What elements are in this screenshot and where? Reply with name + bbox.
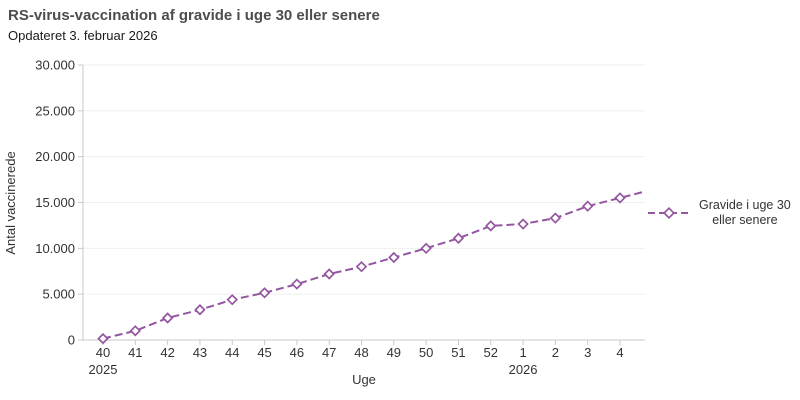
x-tick-label: 47: [322, 345, 336, 360]
data-point-marker[interactable]: [452, 232, 465, 244]
data-point-marker[interactable]: [549, 212, 562, 224]
data-point-marker[interactable]: [161, 312, 174, 324]
data-point-marker[interactable]: [291, 278, 303, 290]
x-tick-label: 43: [193, 345, 207, 360]
y-tick-label: 15.000: [35, 195, 75, 210]
chart-title: RS-virus-vaccination af gravide i uge 30…: [8, 7, 380, 24]
data-point-marker[interactable]: [129, 325, 142, 337]
data-point-marker[interactable]: [258, 287, 271, 299]
y-tick-label: 30.000: [35, 58, 75, 73]
x-tick-label: 4: [616, 345, 623, 360]
legend-label-line2: eller senere: [712, 213, 778, 227]
x-tick-label: 46: [290, 345, 304, 360]
x-tick-label: 41: [128, 345, 142, 360]
y-tick-label: 5.000: [42, 287, 75, 302]
data-point-marker[interactable]: [97, 332, 109, 345]
x-tick-label: 40: [96, 345, 110, 360]
x-tick-label: 51: [451, 345, 465, 360]
legend-diamond-marker: [662, 207, 676, 219]
y-tick-label: 25.000: [35, 103, 75, 118]
x-tick-label: 2: [552, 345, 559, 360]
x-axis-title: Uge: [352, 372, 376, 387]
y-tick-label: 10.000: [35, 241, 75, 256]
data-point-marker[interactable]: [485, 220, 497, 232]
y-tick-label: 0: [68, 333, 75, 348]
legend-label: Gravide i uge 30 eller senere: [699, 198, 791, 228]
data-point-marker[interactable]: [420, 242, 432, 255]
x-tick-label: 48: [354, 345, 368, 360]
x-tick-label: 3: [584, 345, 591, 360]
chart-subtitle: Opdateret 3. februar 2026: [8, 28, 158, 43]
legend-item[interactable]: Gravide i uge 30 eller senere: [646, 198, 791, 228]
data-point-marker[interactable]: [226, 293, 238, 306]
data-point-marker[interactable]: [388, 251, 400, 264]
x-tick-label: 50: [419, 345, 433, 360]
x-tick-label: 49: [387, 345, 401, 360]
data-point-marker[interactable]: [355, 260, 368, 273]
y-axis-title: Antal vaccinerede: [3, 151, 18, 254]
data-point-marker[interactable]: [323, 268, 335, 280]
x-tick-label: 45: [257, 345, 271, 360]
legend-label-line1: Gravide i uge 30: [699, 198, 791, 212]
x-tick-label: 1: [519, 345, 526, 360]
x-tick-label: 52: [484, 345, 498, 360]
data-point-marker[interactable]: [194, 304, 206, 316]
x-year-label: 2025: [89, 362, 118, 377]
x-year-label: 2026: [509, 362, 538, 377]
data-point-marker[interactable]: [517, 218, 529, 230]
y-tick-label: 20.000: [35, 149, 75, 164]
data-point-marker[interactable]: [581, 200, 594, 212]
series-line: [102, 190, 646, 340]
x-tick-label: 44: [225, 345, 239, 360]
x-tick-label: 42: [160, 345, 174, 360]
legend-marker-icon: [648, 207, 690, 219]
data-point-marker[interactable]: [614, 192, 626, 204]
